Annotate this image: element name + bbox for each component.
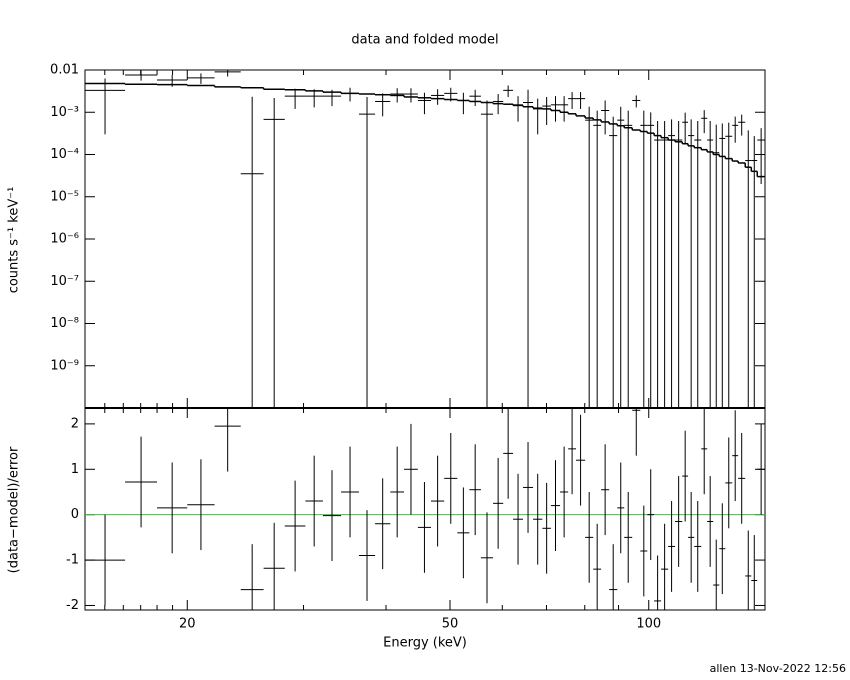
y-tick-label: 10⁻⁷ xyxy=(50,274,79,289)
y-tick-label: 10⁻³ xyxy=(50,105,79,120)
footer: allen 13-Nov-2022 12:56 xyxy=(710,662,846,675)
y-axis-label: counts s⁻¹ keV⁻¹ xyxy=(7,187,22,294)
y-tick-label: -2 xyxy=(66,598,79,613)
y-tick-label: 0 xyxy=(71,507,79,522)
y-axis-label: (data−model)/error xyxy=(7,446,22,573)
y-tick-label: 10⁻⁸ xyxy=(50,316,79,331)
y-tick-label: 0.01 xyxy=(50,63,79,78)
x-tick-label: 100 xyxy=(636,617,661,632)
x-axis-label: Energy (keV) xyxy=(383,636,467,651)
y-tick-label: 10⁻⁵ xyxy=(50,189,79,204)
y-tick-label: 1 xyxy=(71,462,79,477)
x-tick-label: 50 xyxy=(442,617,459,632)
chart-title: data and folded model xyxy=(351,33,498,48)
frame xyxy=(84,69,766,611)
y-tick-label: 10⁻⁴ xyxy=(50,147,79,162)
y-tick-label: -1 xyxy=(66,553,79,568)
x-tick-label: 20 xyxy=(179,617,196,632)
y-tick-label: 10⁻⁶ xyxy=(50,232,79,247)
y-tick-label: 10⁻⁹ xyxy=(50,358,79,373)
y-tick-label: 2 xyxy=(71,416,79,431)
